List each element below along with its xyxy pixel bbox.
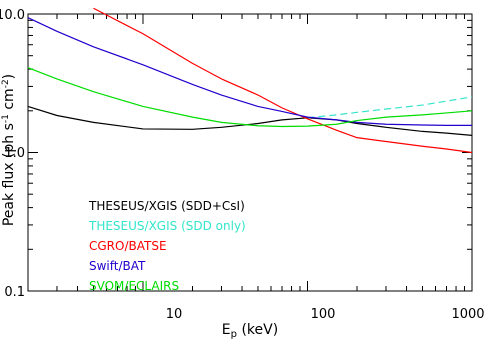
series-line-2: [93, 7, 473, 154]
series-line-0: [27, 105, 473, 136]
y-tick-label: 1.0: [4, 146, 25, 161]
y-axis-label: Peak flux (ph s-1 cm-2): [1, 74, 17, 226]
x-tick-label: 10: [166, 307, 183, 322]
x-axis-label: Ep (keV): [222, 322, 278, 340]
legend: THESEUS/XGIS (SDD+CsI) THESEUS/XGIS (SDD…: [88, 199, 246, 293]
legend-item: SVOM/ECLAIRS: [89, 279, 179, 293]
legend-item: THESEUS/XGIS (SDD only): [88, 219, 246, 233]
y-tick-label: 10.0: [0, 8, 25, 23]
x-tick-label: 1000: [451, 307, 484, 322]
series-line-1: [307, 96, 473, 119]
x-tick-label: 100: [311, 307, 336, 322]
legend-item: CGRO/BATSE: [89, 239, 167, 253]
y-tick-labels: 0.1 1.0 10.0: [0, 8, 25, 300]
major-ticks: [28, 13, 473, 292]
minor-ticks: [27, 14, 472, 291]
series-line-3: [27, 17, 472, 126]
legend-item: Swift/BAT: [89, 259, 146, 273]
series-line-4: [27, 67, 473, 128]
y-tick-label: 0.1: [4, 285, 25, 300]
legend-item: THESEUS/XGIS (SDD+CsI): [88, 199, 245, 213]
series-lines: [27, 7, 473, 154]
x-tick-labels: 10 100 1000: [166, 307, 485, 322]
